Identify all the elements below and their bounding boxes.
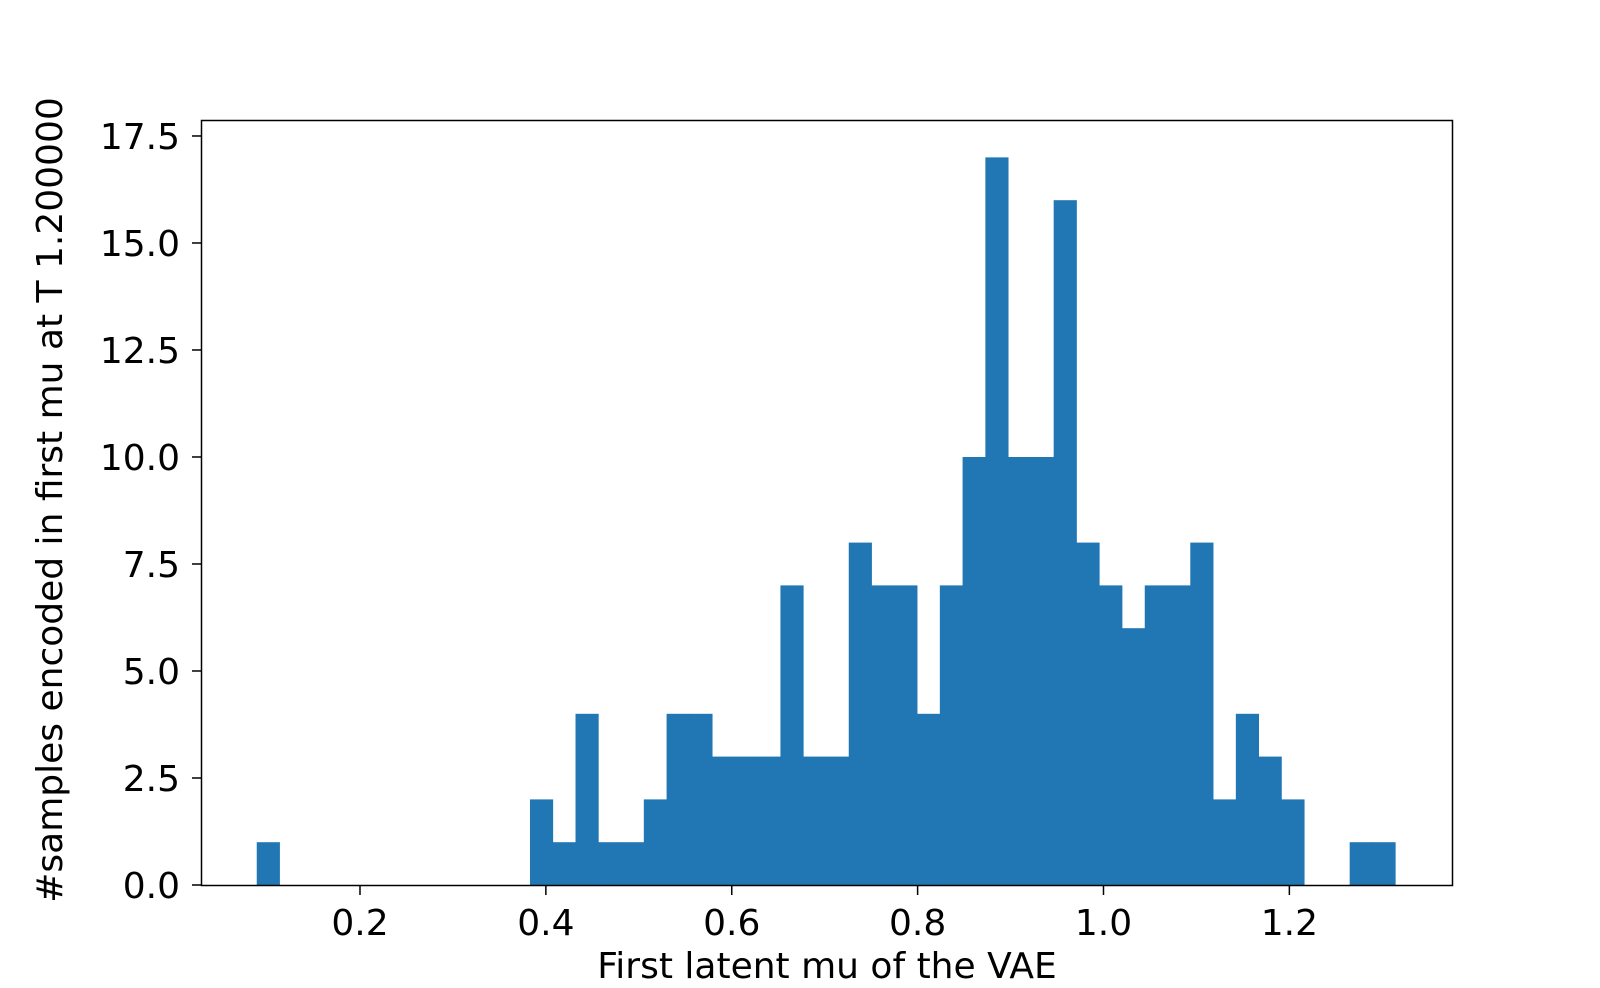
histogram-bar (848, 542, 872, 885)
histogram-bar (1349, 842, 1373, 885)
y-tick-label: 5.0 (123, 652, 180, 693)
histogram-bar (1372, 842, 1396, 885)
histogram-bar (712, 756, 736, 885)
histogram-bar (1144, 585, 1168, 885)
histogram-bar (1030, 456, 1055, 885)
histogram-bar (1213, 799, 1237, 885)
y-axis-label: #samples encoded in first mu at T 1.2000… (30, 97, 71, 903)
y-tick-label: 7.5 (123, 545, 180, 586)
histogram-bar (871, 585, 895, 885)
histogram-bar (917, 713, 941, 885)
histogram-bar (985, 157, 1009, 885)
histogram-bar (1190, 542, 1214, 885)
x-axis-label: First latent mu of the VAE (597, 946, 1057, 987)
histogram-bar (1281, 799, 1305, 885)
histogram-bar (643, 799, 667, 885)
y-tick-label: 0.0 (123, 866, 180, 907)
histogram-bar (1053, 200, 1077, 885)
histogram-bar (256, 842, 280, 885)
histogram-bar (757, 756, 781, 885)
histogram-bar (598, 842, 622, 885)
histogram-bar (803, 756, 827, 885)
y-axis-ticks: 0.0 2.5 5.0 7.5 10.0 12.5 15.0 17.5 (100, 117, 202, 907)
histogram-bar (894, 585, 918, 885)
histogram-bar (825, 756, 850, 885)
y-tick-label: 17.5 (100, 117, 180, 158)
x-axis-ticks: 0.2 0.4 0.6 0.8 1.0 1.2 (331, 885, 1318, 944)
histogram-bars (256, 157, 1396, 885)
x-tick-label: 1.2 (1261, 903, 1318, 944)
histogram-bar (1099, 585, 1123, 885)
histogram-bar (780, 585, 804, 885)
histogram-bar (552, 842, 576, 885)
histogram-bar (689, 713, 713, 885)
histogram-bar (939, 585, 963, 885)
y-tick-label: 12.5 (100, 331, 180, 372)
histogram-bar (1258, 756, 1282, 885)
histogram-bar (1167, 585, 1191, 885)
histogram-bar (666, 713, 690, 885)
histogram-bar (575, 713, 599, 885)
histogram-bar (1076, 542, 1100, 885)
x-tick-label: 0.6 (703, 903, 760, 944)
histogram-bar (529, 799, 554, 885)
histogram-bar (621, 842, 645, 885)
x-tick-label: 0.2 (331, 903, 388, 944)
histogram-bar (734, 756, 759, 885)
histogram-bar (1235, 713, 1259, 885)
histogram-bar (1121, 628, 1146, 885)
plot-frame (200, 119, 1454, 887)
y-tick-label: 10.0 (100, 438, 180, 479)
histogram-bar (962, 456, 986, 885)
x-tick-label: 1.0 (1075, 903, 1132, 944)
y-tick-label: 15.0 (100, 224, 180, 265)
x-tick-label: 0.8 (889, 903, 946, 944)
y-tick-label: 2.5 (123, 759, 180, 800)
histogram-bar (1008, 456, 1032, 885)
x-tick-label: 0.4 (517, 903, 574, 944)
